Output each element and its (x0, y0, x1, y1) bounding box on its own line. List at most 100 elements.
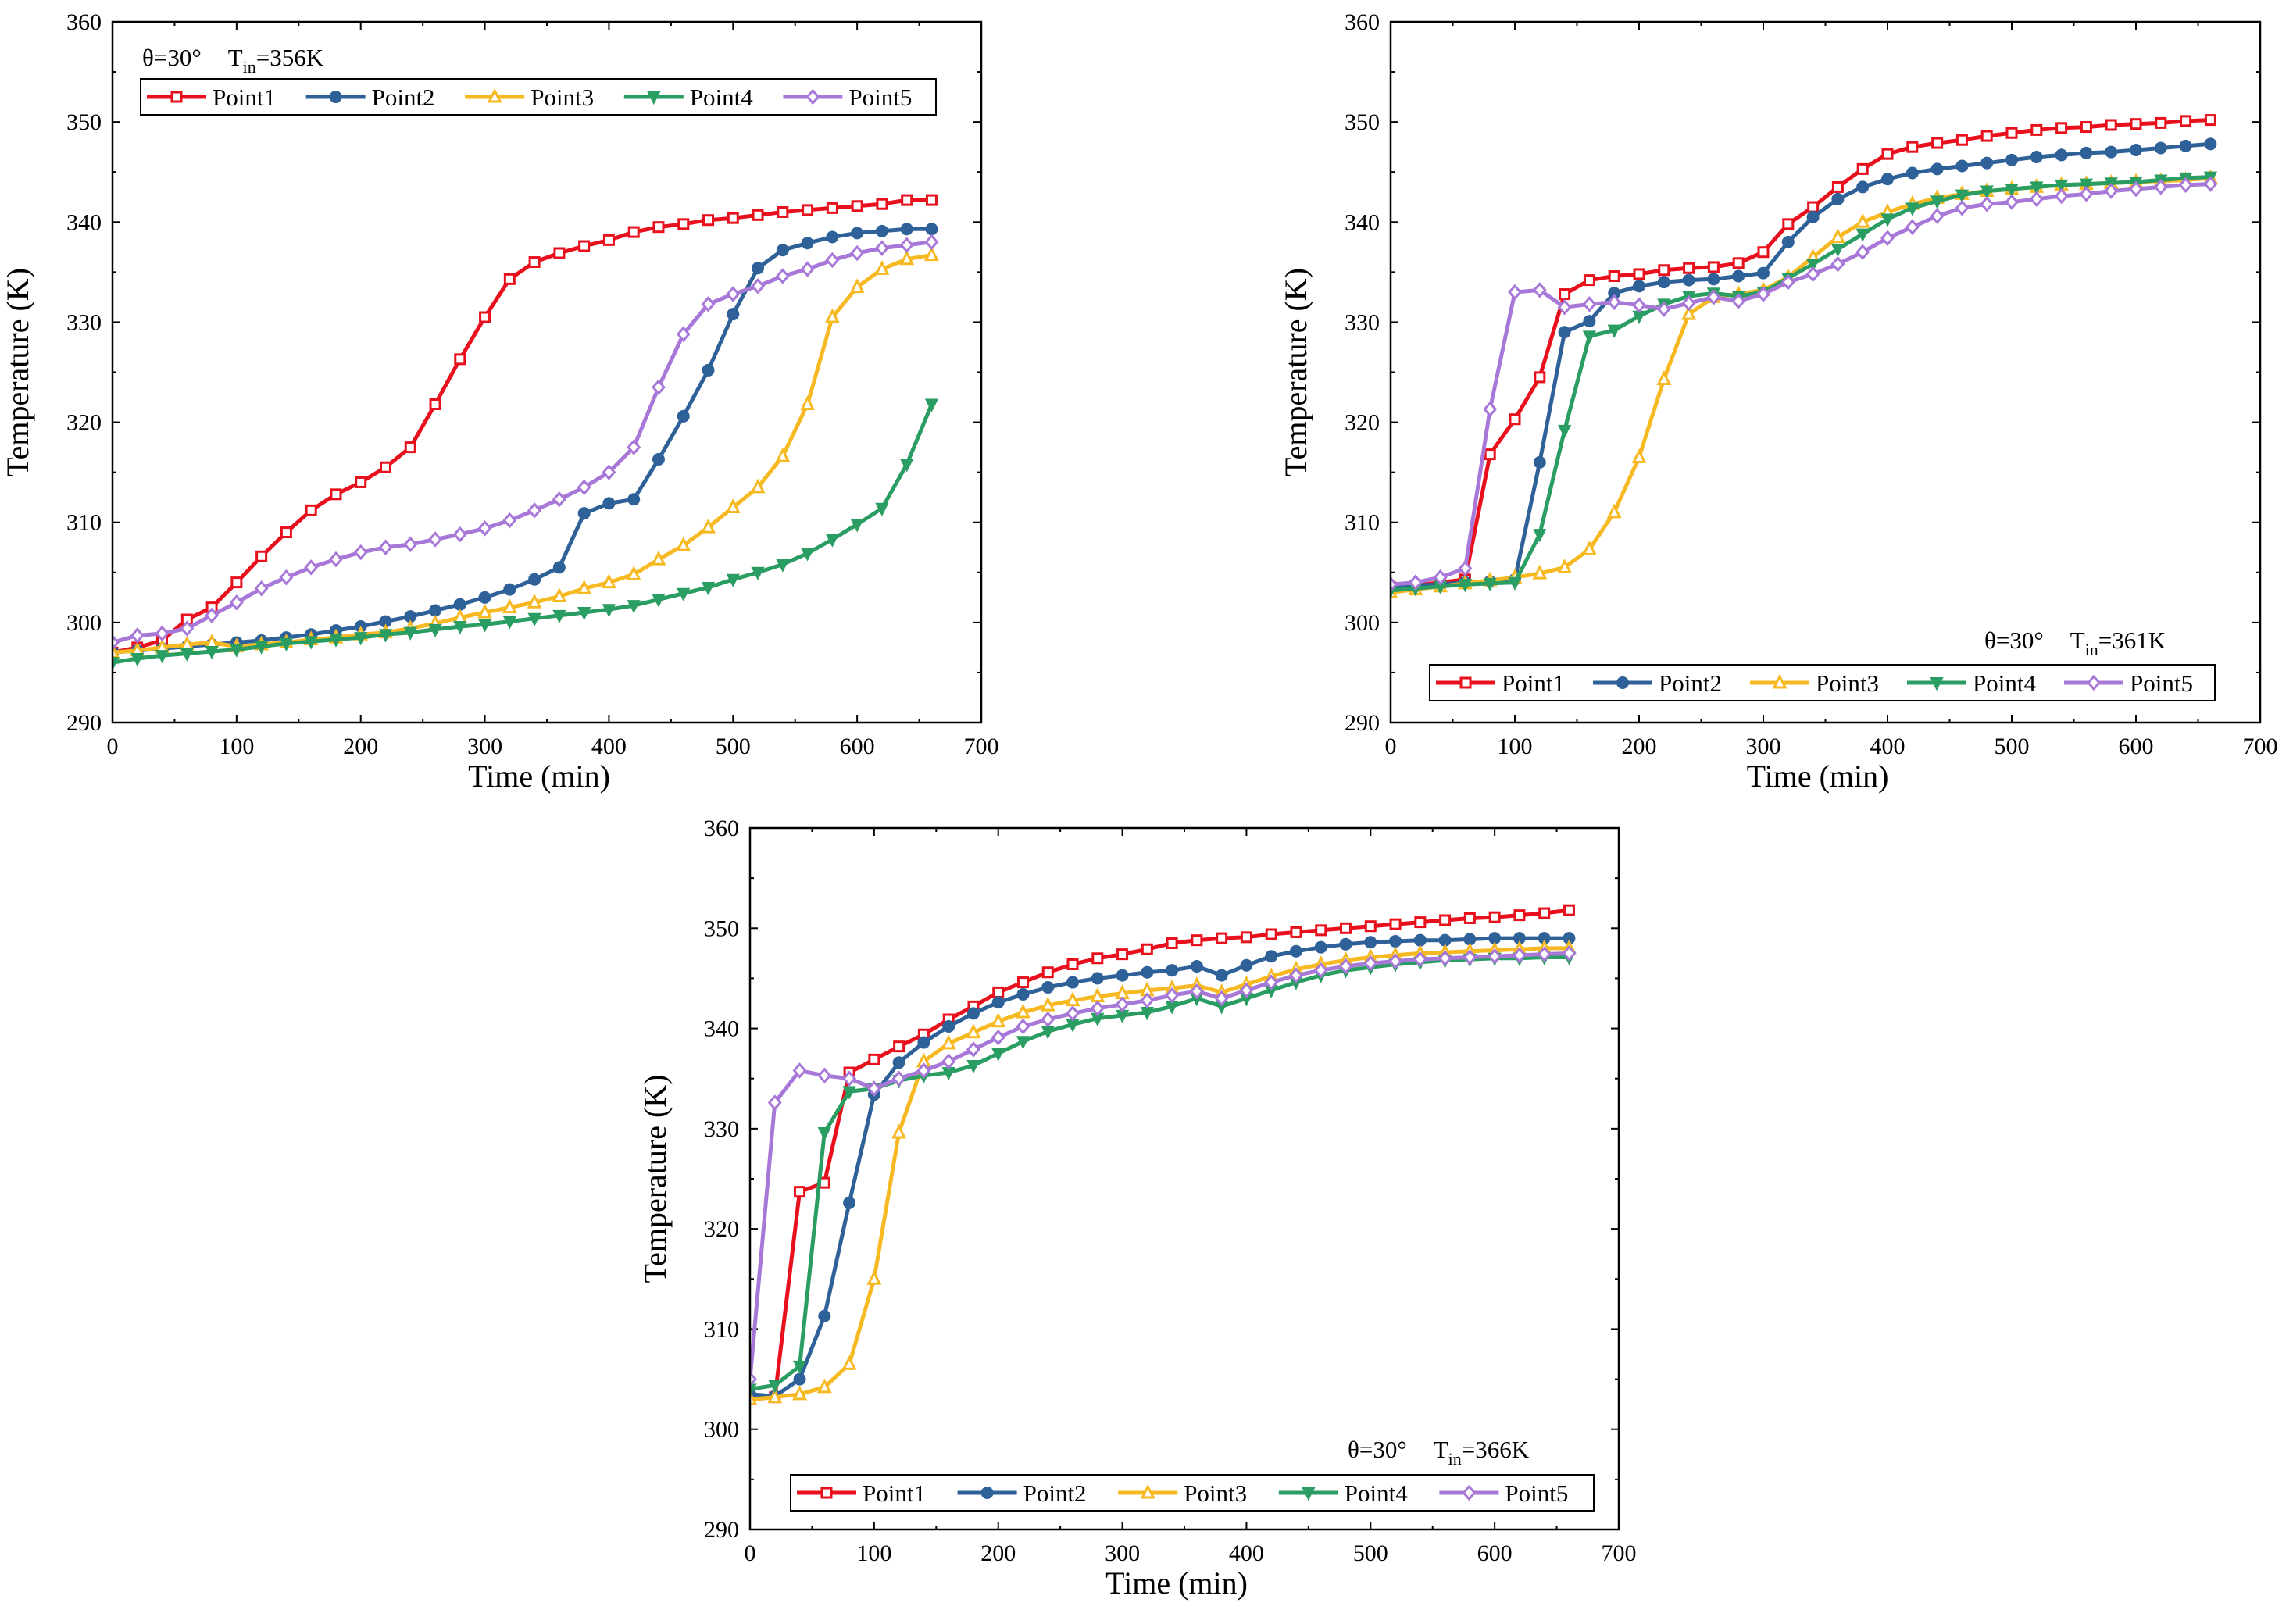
data-point (502, 598, 517, 614)
data-point (1388, 953, 1403, 969)
data-point (1781, 235, 1795, 248)
data-point (851, 227, 864, 240)
legend-marker (805, 88, 820, 105)
legend-label: Point2 (1659, 669, 1722, 697)
series-line (750, 908, 1570, 1401)
data-point (1016, 1018, 1030, 1035)
data-point (602, 604, 616, 618)
data-point (1562, 945, 1577, 962)
x-axis-title: Time (min) (468, 758, 610, 794)
x-tick-label: 200 (1622, 733, 1657, 759)
data-point (892, 1056, 905, 1069)
data-point (1216, 932, 1228, 944)
data-point (1165, 987, 1180, 1004)
data-point (1557, 298, 1572, 316)
data-point (1557, 424, 1572, 439)
data-point (792, 1360, 807, 1375)
data-point (1582, 330, 1597, 344)
data-point (1856, 162, 1869, 175)
data-point (1559, 288, 1571, 301)
x-tick-label: 500 (716, 733, 751, 759)
data-point (752, 262, 765, 275)
annotation-angle: θ=30° (1348, 1436, 1407, 1463)
data-point (1363, 955, 1378, 972)
series-point4 (750, 951, 1577, 1397)
x-tick-label: 500 (1353, 1540, 1388, 1566)
data-point (1558, 326, 1571, 339)
y-tick-label: 310 (66, 510, 102, 536)
data-point (479, 311, 491, 323)
data-point (851, 200, 863, 212)
data-point (602, 464, 616, 480)
data-point (1582, 296, 1597, 312)
data-point (775, 268, 790, 284)
legend-marker (1459, 676, 1472, 689)
data-point (1757, 246, 1770, 259)
data-point (1855, 228, 1870, 242)
plot-frame (1389, 20, 2262, 724)
data-point (1141, 943, 1153, 955)
data-point (1463, 912, 1476, 924)
data-point (304, 636, 318, 650)
legend-marker (1140, 1483, 1155, 1499)
data-point (1313, 962, 1328, 979)
series-point2 (113, 223, 938, 659)
data-point (1090, 987, 1105, 1003)
data-point (842, 1070, 857, 1087)
data-point (1214, 990, 1229, 1007)
data-point (2079, 186, 2094, 202)
data-point (991, 1048, 1005, 1062)
data-point (1166, 937, 1178, 950)
chart-panel-1: 0 100 200 300 400 500 600 700 290 300 310 320 330 340… (0, 9, 999, 794)
data-point (751, 278, 766, 294)
legend-label: Point4 (690, 84, 753, 111)
data-point (2005, 153, 2018, 166)
y-axis-title: Temperature (K) (1278, 268, 1313, 476)
annotation-sub: in (2085, 640, 2098, 659)
data-point (1855, 244, 1870, 261)
x-tick-label: 300 (1746, 733, 1781, 759)
data-point (1606, 503, 1622, 519)
data-point (1483, 401, 1498, 418)
data-point (800, 548, 815, 562)
data-point (602, 573, 616, 589)
data-point (817, 1126, 831, 1141)
data-point (1805, 259, 1820, 273)
data-point (701, 582, 716, 596)
data-point (2055, 148, 2068, 162)
data-point (1290, 926, 1302, 938)
data-point (1955, 134, 1968, 146)
data-point (602, 234, 615, 246)
y-tick-label: 340 (66, 209, 102, 235)
data-point (1980, 130, 1993, 142)
y-tick-label: 310 (1345, 510, 1380, 536)
data-point (2005, 183, 2019, 198)
data-point (1683, 262, 1695, 274)
data-point (1855, 212, 1870, 228)
data-point (528, 256, 541, 269)
series-point2 (1391, 137, 2217, 594)
legend-label: Point2 (372, 84, 435, 111)
data-point (2055, 122, 2068, 134)
data-point (702, 214, 715, 227)
data-point (850, 519, 864, 533)
data-point (1782, 218, 1795, 230)
annotation-value: =356K (256, 44, 324, 71)
data-point (841, 1355, 857, 1370)
legend-marker (1616, 676, 1629, 689)
data-point (2079, 178, 2094, 192)
y-tick-label: 360 (704, 816, 739, 841)
data-point (702, 363, 715, 377)
data-point (916, 1062, 931, 1079)
data-point (1458, 560, 1473, 576)
legend-marker (1930, 677, 1944, 691)
data-point (130, 627, 145, 644)
legend-entry-point1: Point1 (797, 1479, 926, 1507)
data-point (355, 476, 367, 488)
data-point (792, 1385, 807, 1401)
legend-marker (1772, 673, 1788, 689)
data-point (1140, 992, 1155, 1008)
plot-area (750, 904, 1577, 1405)
data-point (966, 1023, 981, 1039)
data-point (1756, 286, 1770, 302)
